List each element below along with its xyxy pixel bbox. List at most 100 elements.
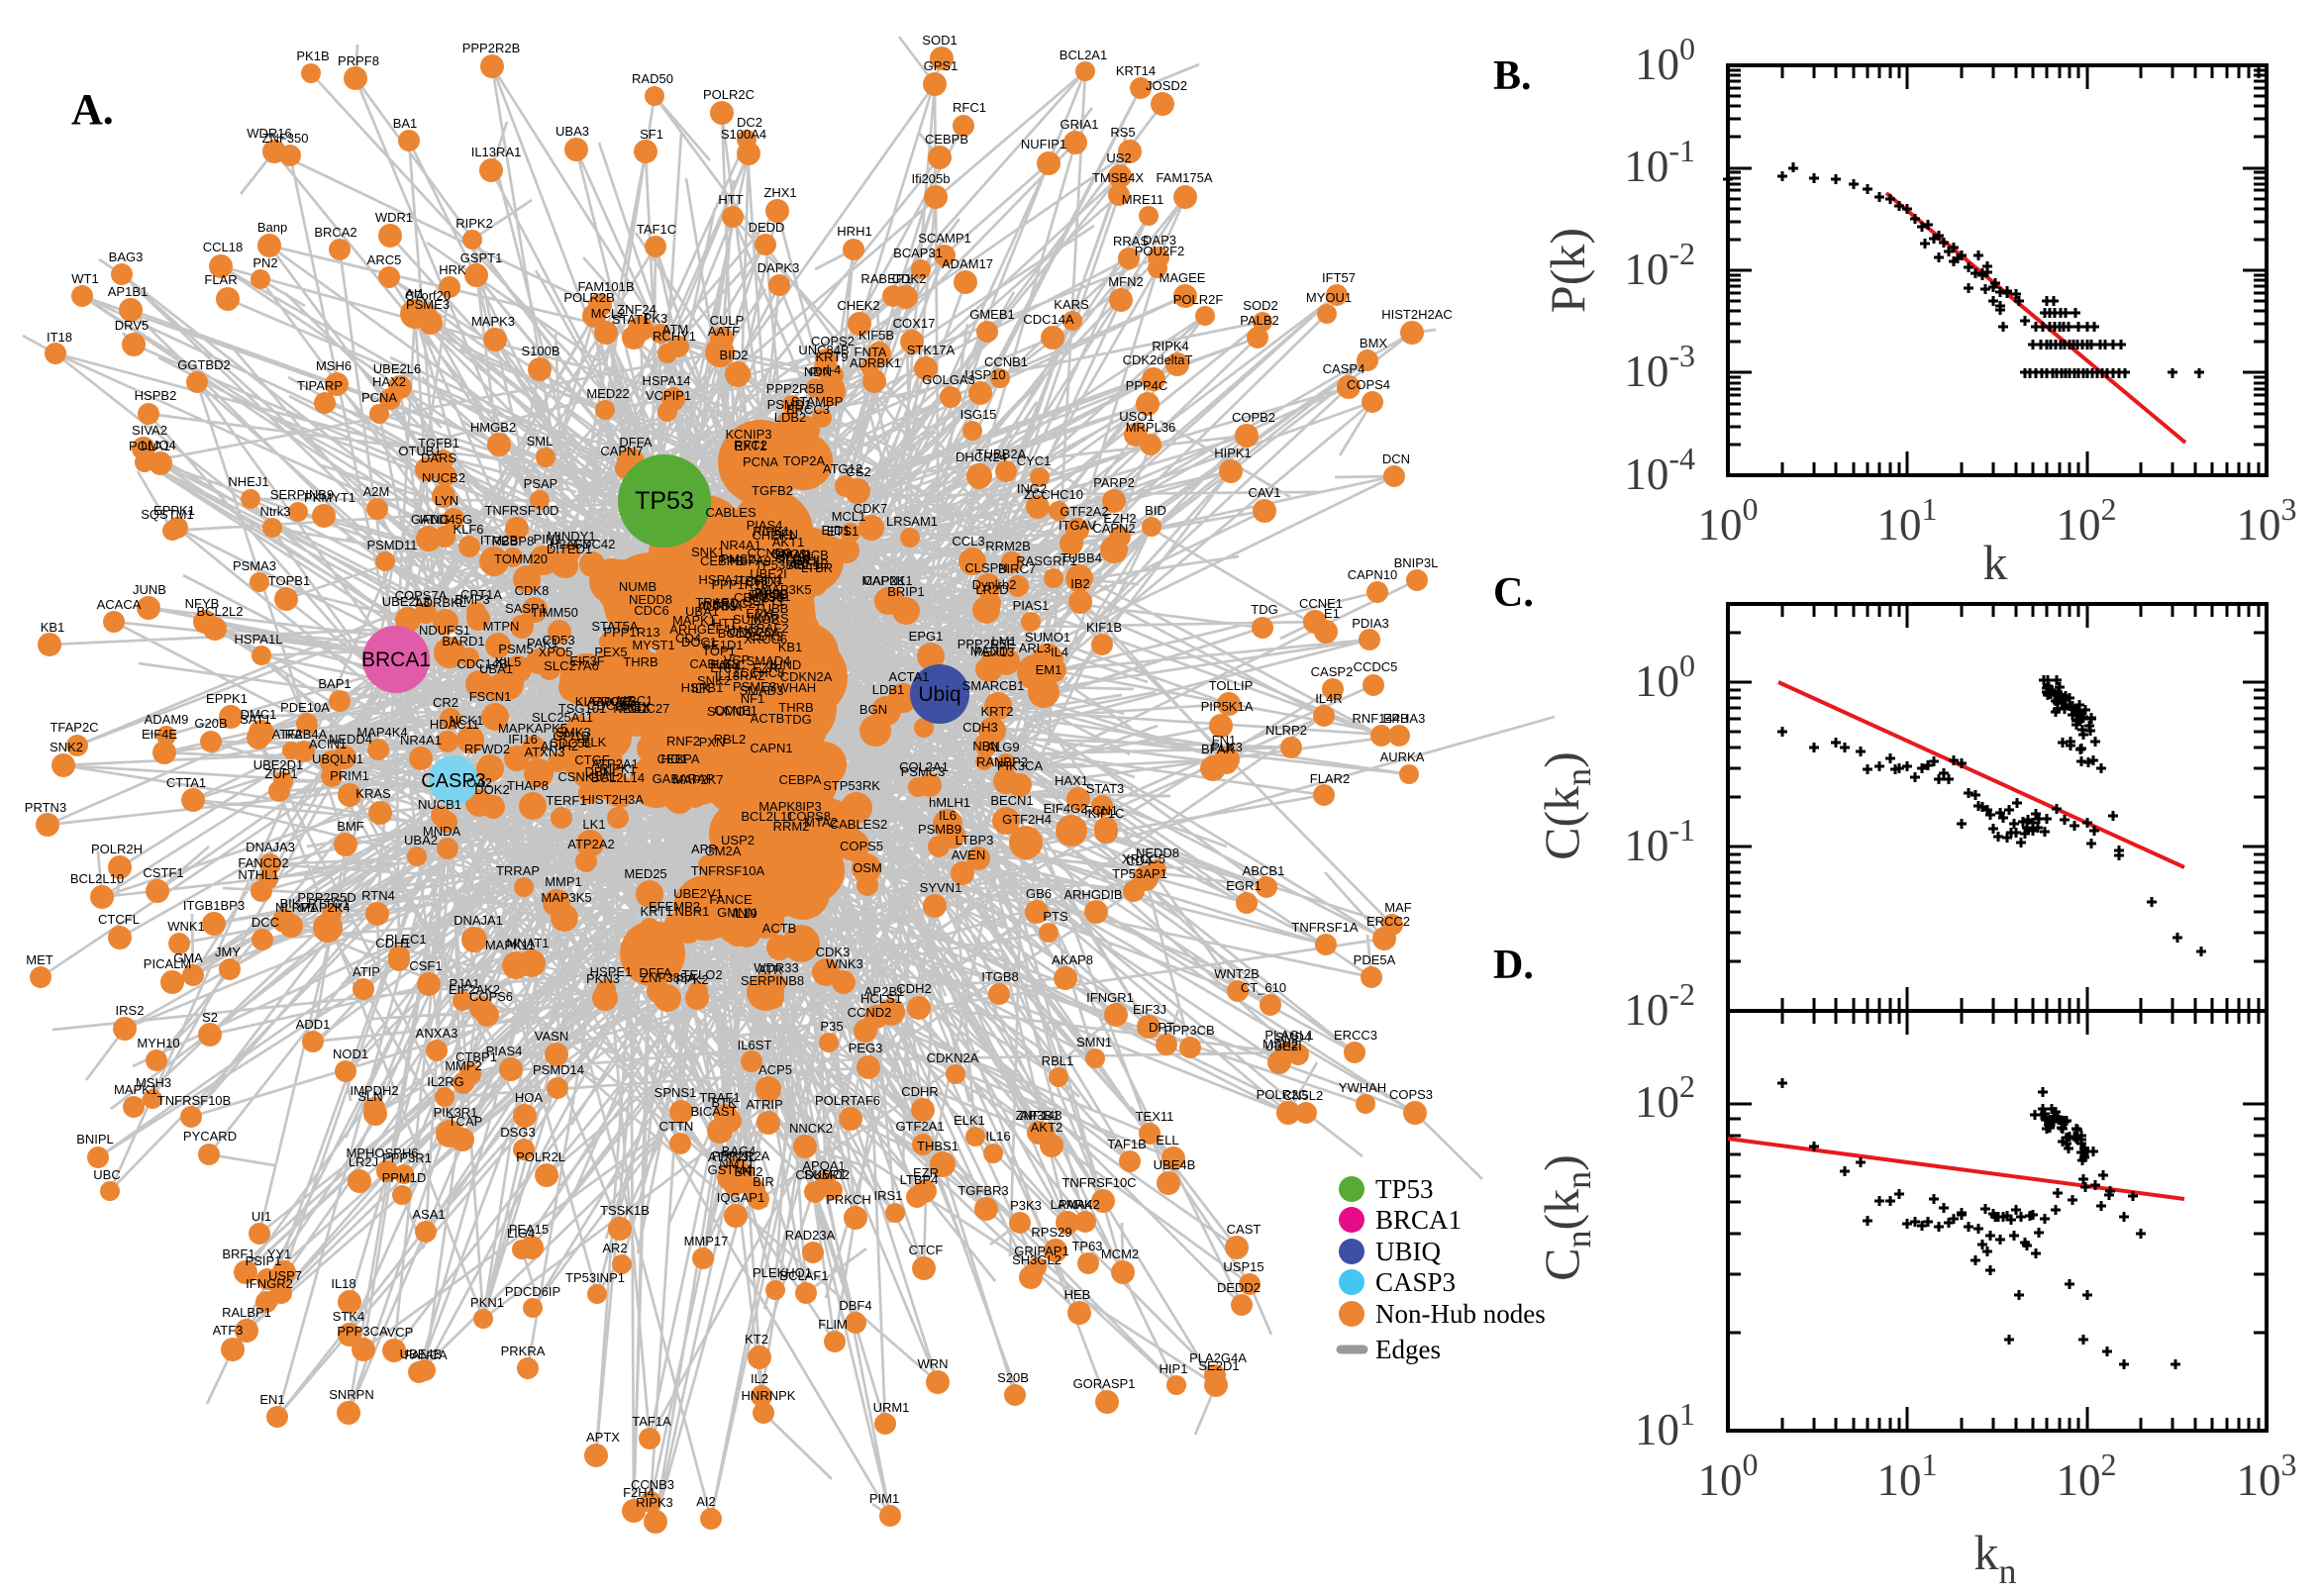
svg-text:JOSD2: JOSD2 xyxy=(1146,78,1187,93)
svg-text:GOLGA3: GOLGA3 xyxy=(922,372,974,387)
svg-text:AR2: AR2 xyxy=(602,1241,627,1255)
svg-text:ILK: ILK xyxy=(691,681,711,696)
svg-text:FN1: FN1 xyxy=(1212,733,1237,748)
svg-text:VCP: VCP xyxy=(724,652,751,667)
svg-text:CTGF: CTGF xyxy=(574,752,609,767)
svg-text:NCK1: NCK1 xyxy=(450,713,484,728)
svg-text:RRAS: RRAS xyxy=(1113,234,1149,249)
svg-text:IFI16: IFI16 xyxy=(508,732,538,747)
svg-text:ced-4: ced-4 xyxy=(809,362,842,377)
svg-text:ATR: ATR xyxy=(758,962,782,977)
svg-text:BARD1: BARD1 xyxy=(442,634,484,648)
svg-text:HSPA1L: HSPA1L xyxy=(699,572,748,587)
svg-text:PSMD11: PSMD11 xyxy=(366,538,417,552)
svg-text:NF1: NF1 xyxy=(741,691,765,706)
svg-text:LTBP4: LTBP4 xyxy=(900,1172,939,1187)
svg-text:k: k xyxy=(1983,535,2008,590)
svg-text:LK1: LK1 xyxy=(582,817,605,832)
svg-text:MTA2: MTA2 xyxy=(804,815,838,830)
svg-text:A2M: A2M xyxy=(363,484,390,499)
svg-text:SNK1: SNK1 xyxy=(691,545,725,559)
svg-text:RFC1: RFC1 xyxy=(953,100,986,115)
svg-text:FLIM: FLIM xyxy=(818,1317,848,1332)
svg-text:CAPN7: CAPN7 xyxy=(600,444,643,458)
svg-text:ZCCHC10: ZCCHC10 xyxy=(1024,487,1083,502)
svg-text:RFWD2: RFWD2 xyxy=(464,742,510,756)
svg-text:BRCC3: BRCC3 xyxy=(786,402,830,417)
svg-text:XRCC6: XRCC6 xyxy=(744,632,787,647)
svg-text:PIM1: PIM1 xyxy=(869,1491,899,1506)
svg-text:CD4: CD4 xyxy=(1126,853,1152,868)
svg-text:GMA: GMA xyxy=(173,950,203,965)
svg-text:POLR2G: POLR2G xyxy=(1257,1087,1309,1102)
svg-text:MAF: MAF xyxy=(1384,900,1412,915)
svg-text:DBNL: DBNL xyxy=(585,764,620,779)
svg-text:PIN1: PIN1 xyxy=(534,532,562,547)
svg-text:MRPL36: MRPL36 xyxy=(1126,420,1176,435)
svg-text:HOA: HOA xyxy=(515,1090,544,1105)
svg-text:PTS: PTS xyxy=(1043,909,1068,924)
svg-text:HIP1: HIP1 xyxy=(1160,1361,1188,1376)
svg-text:HRK: HRK xyxy=(439,262,466,277)
svg-text:TERF1: TERF1 xyxy=(546,793,586,808)
svg-text:FNTA: FNTA xyxy=(855,345,887,359)
svg-text:STAMBP: STAMBP xyxy=(791,394,844,409)
svg-text:10-4: 10-4 xyxy=(1624,441,1695,499)
svg-text:MAP2K7: MAP2K7 xyxy=(672,772,723,787)
svg-text:IFNG: IFNG xyxy=(419,512,450,527)
svg-text:COPS4: COPS4 xyxy=(1347,377,1390,392)
svg-text:FSCN1: FSCN1 xyxy=(469,689,512,704)
svg-text:PPP3R1: PPP3R1 xyxy=(382,1150,432,1165)
svg-text:UBE2V1: UBE2V1 xyxy=(673,886,723,901)
svg-text:PSAP: PSAP xyxy=(524,476,558,491)
svg-text:GTF2A2: GTF2A2 xyxy=(1060,504,1108,519)
svg-text:ERH: ERH xyxy=(710,660,737,675)
svg-text:AP3B1: AP3B1 xyxy=(1020,1108,1060,1123)
svg-text:CDC25C: CDC25C xyxy=(587,698,639,713)
svg-text:WDR33: WDR33 xyxy=(754,960,799,975)
svg-text:RANBP2: RANBP2 xyxy=(976,754,1028,769)
svg-text:KB1: KB1 xyxy=(778,640,803,654)
svg-text:CASP4: CASP4 xyxy=(1323,361,1365,376)
svg-text:TRAF1: TRAF1 xyxy=(695,595,736,610)
svg-text:PSMD1: PSMD1 xyxy=(767,397,812,412)
svg-text:S2: S2 xyxy=(202,1010,218,1025)
svg-text:PPM1D: PPM1D xyxy=(382,1170,427,1185)
svg-text:KARS: KARS xyxy=(1054,297,1089,312)
svg-text:BCL2L14: BCL2L14 xyxy=(591,770,645,785)
svg-text:KT2: KT2 xyxy=(745,1332,768,1347)
svg-text:PDIA3: PDIA3 xyxy=(1352,616,1389,631)
svg-text:C(kn): C(kn) xyxy=(1534,751,1598,860)
svg-text:ASA1: ASA1 xyxy=(412,1207,445,1222)
svg-text:ITGB8: ITGB8 xyxy=(981,969,1019,984)
svg-text:PMS2: PMS2 xyxy=(720,551,755,566)
svg-text:TDG: TDG xyxy=(784,712,811,727)
svg-text:LAMA4: LAMA4 xyxy=(1051,1197,1093,1212)
svg-text:DNAJA3: DNAJA3 xyxy=(246,840,295,854)
svg-text:SIVA1: SIVA1 xyxy=(777,549,813,563)
svg-text:DOK2: DOK2 xyxy=(474,782,509,797)
svg-text:BAG4: BAG4 xyxy=(722,1144,757,1158)
svg-text:VASN: VASN xyxy=(535,1029,568,1044)
svg-text:BCL2A1: BCL2A1 xyxy=(1060,48,1107,62)
svg-text:RALBP1: RALBP1 xyxy=(222,1305,271,1320)
svg-text:ZNF385A: ZNF385A xyxy=(641,970,696,985)
svg-text:CABLES: CABLES xyxy=(705,505,757,520)
svg-text:VCP: VCP xyxy=(387,1325,414,1340)
svg-text:DNAJA1: DNAJA1 xyxy=(454,913,503,928)
svg-text:D.: D. xyxy=(1493,943,1534,988)
svg-text:EIF4B: EIF4B xyxy=(793,556,829,571)
svg-text:USO1: USO1 xyxy=(1119,409,1154,424)
svg-text:PALB2: PALB2 xyxy=(1240,313,1279,328)
svg-text:UBIQ: UBIQ xyxy=(1375,1237,1441,1266)
svg-text:MAP2K1: MAP2K1 xyxy=(861,573,912,588)
svg-text:CDK2: CDK2 xyxy=(892,271,927,286)
svg-text:DMC1: DMC1 xyxy=(241,707,277,722)
svg-text:Banp: Banp xyxy=(257,220,287,235)
svg-text:GPS1: GPS1 xyxy=(924,58,959,73)
svg-text:SNRPN: SNRPN xyxy=(329,1387,374,1402)
svg-text:JAK2: JAK2 xyxy=(729,623,759,638)
svg-text:CDH2: CDH2 xyxy=(896,981,931,996)
svg-text:BNIPL: BNIPL xyxy=(76,1132,114,1147)
svg-text:RRM2B: RRM2B xyxy=(985,539,1031,553)
